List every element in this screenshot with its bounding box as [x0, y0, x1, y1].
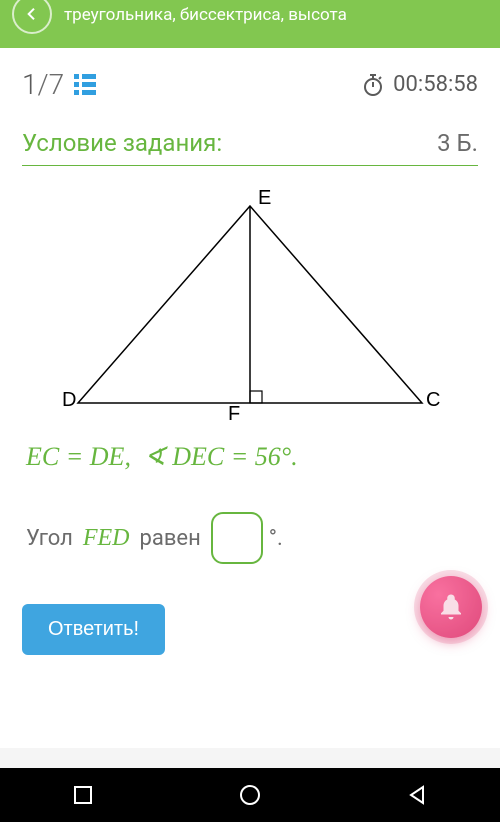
android-back-button[interactable]: [404, 782, 430, 808]
task-points: 3 Б.: [437, 129, 478, 157]
timer: 00:58:58: [361, 72, 478, 97]
task-title-row: Условие задания: 3 Б.: [22, 129, 478, 166]
app-header: треугольника, биссектриса, высота: [0, 0, 500, 48]
submit-button[interactable]: Ответить!: [22, 604, 165, 655]
progress-number: 1/7: [22, 68, 64, 101]
answer-row: Угол FED равен °.: [22, 512, 478, 564]
answer-prefix: Угол: [26, 526, 73, 551]
task-heading: Условие задания:: [22, 129, 222, 157]
answer-input[interactable]: [211, 512, 263, 564]
given-statement: EC = DE, ∢ DEC = 56°.: [22, 442, 478, 472]
notification-fab[interactable]: [420, 576, 482, 638]
answer-variable: FED: [83, 525, 130, 552]
recent-apps-button[interactable]: [70, 782, 96, 808]
progress-indicator[interactable]: 1/7: [22, 68, 96, 101]
header-title: треугольника, биссектриса, высота: [64, 5, 347, 25]
answer-suffix: равен: [140, 526, 201, 551]
main-content: 1/7 00:58:58 Условие задания: 3 Б.: [0, 48, 500, 748]
triangle-diagram: E D C F: [22, 188, 478, 428]
svg-text:F: F: [228, 403, 240, 425]
svg-text:D: D: [62, 389, 76, 411]
answer-unit: °.: [269, 526, 283, 551]
stopwatch-icon: [361, 73, 385, 97]
android-navbar: [0, 768, 500, 822]
chevron-left-icon: [24, 6, 40, 22]
timer-value: 00:58:58: [393, 72, 478, 97]
back-button[interactable]: [12, 0, 52, 34]
svg-text:C: C: [426, 389, 440, 411]
progress-row: 1/7 00:58:58: [22, 68, 478, 101]
home-button[interactable]: [237, 782, 263, 808]
svg-text:E: E: [258, 188, 271, 209]
list-icon[interactable]: [74, 74, 96, 95]
